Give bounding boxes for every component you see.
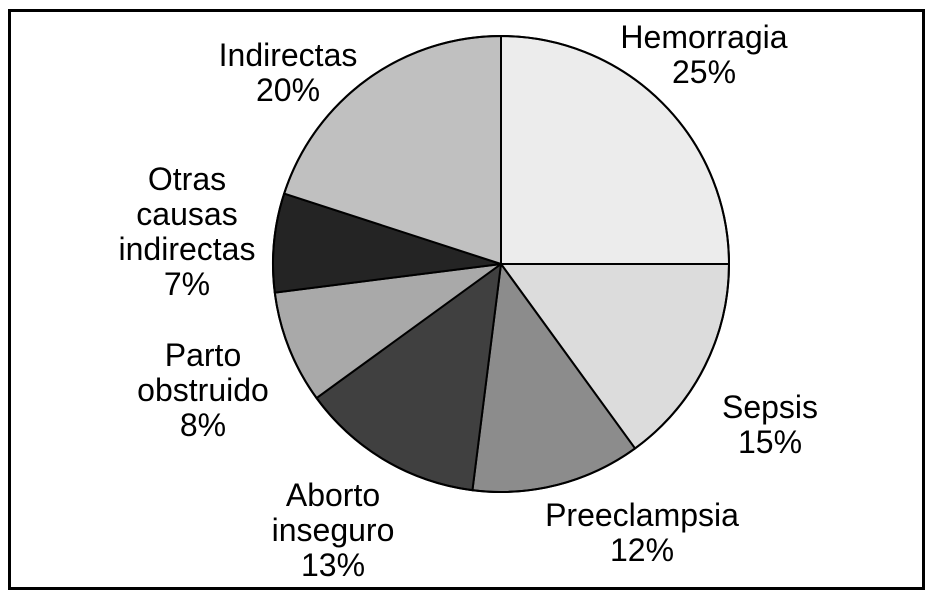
- slice-label-line: Sepsis: [721, 389, 819, 425]
- slice-percent: 15%: [737, 424, 803, 460]
- slice-label-line: obstruido: [137, 372, 269, 408]
- slice-label-sepsis: Sepsis 15%: [722, 390, 818, 460]
- slice-percent: 12%: [609, 532, 675, 568]
- slice-percent: 20%: [255, 72, 321, 108]
- slice-percent: 13%: [300, 547, 366, 583]
- pie-outline: [272, 35, 730, 493]
- slice-label-preeclampsia: Preeclampsia 12%: [545, 498, 739, 568]
- pie-wedges: [272, 35, 730, 493]
- slice-label-line: Otras: [147, 161, 227, 197]
- slice-label-otras-causas-indirectas: Otras causas indirectas 7%: [119, 162, 256, 302]
- slice-label-indirectas: Indirectas 20%: [219, 38, 358, 108]
- slice-label-line: Parto: [164, 337, 242, 373]
- slice-label-line: indirectas: [118, 231, 256, 267]
- slice-label-parto-obstruido: Parto obstruido 8%: [137, 338, 269, 443]
- slice-percent: 7%: [163, 266, 211, 302]
- slice-label-hemorragia: Hemorragia 25%: [620, 20, 787, 90]
- slice-label-line: Hemorragia: [620, 19, 788, 55]
- slice-label-line: inseguro: [271, 512, 395, 548]
- figure-border: [8, 9, 925, 590]
- slice-label-line: Preeclampsia: [545, 497, 739, 533]
- slice-label-line: Indirectas: [218, 37, 358, 73]
- slice-percent: 25%: [671, 54, 737, 90]
- slice-label-line: causas: [136, 196, 238, 232]
- slice-percent: 8%: [179, 407, 227, 443]
- slice-label-aborto-inseguro: Aborto inseguro 13%: [272, 478, 395, 583]
- slice-label-line: Aborto: [285, 477, 381, 513]
